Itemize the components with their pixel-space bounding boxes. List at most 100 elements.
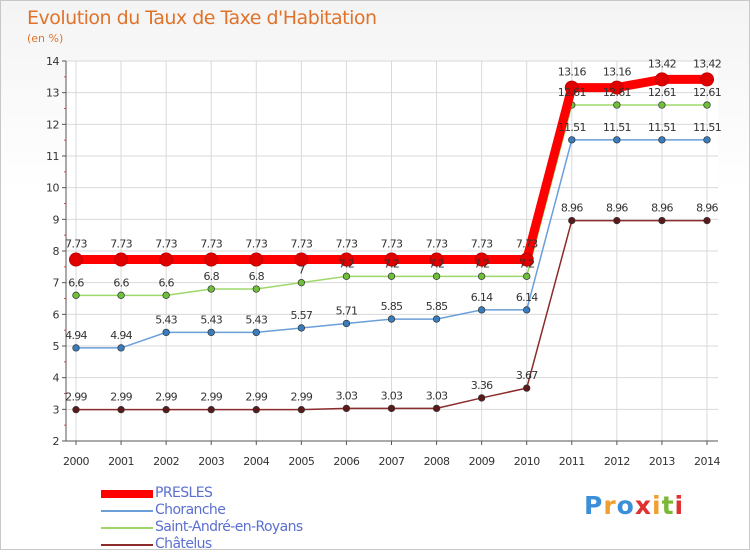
data-label-choranche: 5.43 (200, 313, 222, 326)
y-tick-label: 13 (46, 87, 59, 100)
data-point-chatelus (432, 404, 441, 413)
data-label-choranche: 5.85 (381, 300, 403, 313)
data-point-choranche (387, 315, 396, 323)
data-point-presles (159, 252, 174, 267)
data-label-choranche: 5.71 (336, 305, 358, 318)
x-tick-label: 2003 (198, 455, 224, 468)
data-label-presles: 7.73 (65, 238, 87, 251)
data-label-choranche: 4.94 (65, 329, 87, 342)
x-tick-label: 2008 (424, 455, 450, 468)
y-tick-label: 12 (46, 118, 59, 131)
data-point-choranche (342, 319, 351, 328)
data-point-presles (700, 72, 714, 87)
axes: 2 3 4 5 6 7 8 9 10 11 12 13 14 2000 2001 2002 2003 2004 20… (46, 55, 721, 468)
data-label-saint-andre-en-royans: 12.61 (648, 86, 676, 99)
data-label-choranche: 6.14 (516, 291, 538, 304)
data-label-presles: 7.73 (245, 238, 267, 251)
data-point-chatelus (72, 406, 80, 414)
data-label-presles: 7.73 (426, 238, 448, 251)
data-label-chatelus: 2.99 (200, 391, 222, 404)
y-tick-label: 10 (46, 182, 59, 195)
x-tick-label: 2011 (559, 455, 585, 468)
data-point-choranche (297, 324, 306, 332)
data-point-chatelus (613, 216, 621, 225)
data-point-presles (519, 252, 534, 267)
data-label-saint-andre-en-royans: 6.6 (68, 276, 84, 289)
data-label-chatelus: 8.96 (561, 202, 583, 215)
data-label-saint-andre-en-royans: 6.8 (249, 270, 265, 283)
data-label-saint-andre-en-royans: 7.2 (519, 257, 534, 270)
data-point-presles (654, 72, 669, 87)
data-label-chatelus: 8.96 (651, 202, 673, 215)
data-label-chatelus: 8.96 (696, 202, 718, 215)
data-label-choranche: 11.51 (648, 121, 676, 134)
y-tick-label: 14 (46, 55, 59, 68)
data-label-choranche: 11.51 (693, 121, 721, 134)
data-label-choranche: 4.94 (110, 329, 132, 342)
logo-letter: r (603, 491, 617, 520)
data-point-saint-andre-en-royans (342, 272, 351, 280)
data-point-presles (609, 80, 624, 95)
data-point-chatelus (252, 406, 260, 414)
data-label-presles: 7.73 (200, 238, 222, 251)
data-point-chatelus (207, 406, 215, 414)
data-label-choranche: 11.51 (603, 121, 631, 134)
data-label-saint-andre-en-royans: 7.2 (474, 257, 489, 270)
data-label-presles: 13.42 (648, 57, 676, 70)
data-label-saint-andre-en-royans: 7.2 (339, 257, 354, 270)
data-point-choranche (613, 136, 621, 144)
logo-letter: t (661, 491, 675, 520)
legend-swatch (101, 527, 153, 529)
data-point-saint-andre-en-royans (387, 272, 396, 280)
data-label-saint-andre-en-royans: 12.61 (693, 86, 721, 99)
series-layer (69, 72, 714, 414)
x-tick-label: 2004 (243, 455, 269, 468)
logo-letter: i (674, 491, 685, 520)
legend-swatch (101, 490, 153, 498)
data-point-chatelus (658, 216, 666, 225)
legend-label: Saint-André-en-Royans (155, 519, 303, 535)
x-tick-label: 2005 (288, 455, 314, 468)
data-label-presles: 7.73 (516, 238, 538, 251)
x-tick-label: 2010 (514, 455, 540, 468)
data-label-saint-andre-en-royans: 7.2 (429, 257, 444, 270)
data-label-presles: 7.73 (336, 238, 358, 251)
y-tick-label: 4 (53, 372, 60, 385)
data-labels: 2.99 2.99 2.99 2.99 2.99 2.99 3.03 3.03 3.03 3.36… (65, 57, 722, 404)
x-tick-label: 2009 (469, 455, 495, 468)
data-point-choranche (207, 328, 215, 337)
x-tick-label: 2012 (604, 455, 630, 468)
data-label-choranche: 5.57 (291, 309, 313, 322)
y-tick-label: 5 (53, 340, 60, 353)
y-tick-label: 9 (53, 213, 60, 226)
y-tick-label: 7 (53, 277, 60, 290)
data-label-presles: 7.73 (471, 238, 493, 251)
data-label-chatelus: 2.99 (155, 391, 177, 404)
y-tick-label: 3 (53, 403, 60, 416)
data-point-presles (69, 252, 83, 267)
logo-letter: o (616, 491, 635, 520)
data-point-presles (384, 252, 399, 267)
data-point-saint-andre-en-royans (117, 291, 125, 299)
data-point-chatelus (477, 394, 486, 402)
data-point-saint-andre-en-royans (523, 272, 531, 280)
data-label-chatelus: 2.99 (65, 391, 87, 404)
legend-label: Châtelus (155, 536, 212, 552)
data-point-presles (474, 252, 489, 267)
data-label-saint-andre-en-royans: 12.61 (558, 86, 586, 99)
data-label-presles: 13.16 (558, 66, 587, 79)
data-point-chatelus (117, 406, 125, 414)
data-point-presles (249, 252, 264, 267)
data-point-choranche (162, 328, 170, 337)
data-point-presles (114, 252, 129, 267)
data-label-choranche: 11.51 (558, 121, 586, 134)
data-point-choranche (432, 315, 441, 323)
logo-letter: P (584, 491, 604, 520)
data-label-chatelus: 3.36 (471, 379, 493, 392)
data-point-choranche (117, 344, 125, 352)
data-label-presles: 7.73 (155, 238, 177, 251)
data-label-choranche: 5.43 (155, 313, 177, 326)
data-point-saint-andre-en-royans (297, 279, 306, 287)
